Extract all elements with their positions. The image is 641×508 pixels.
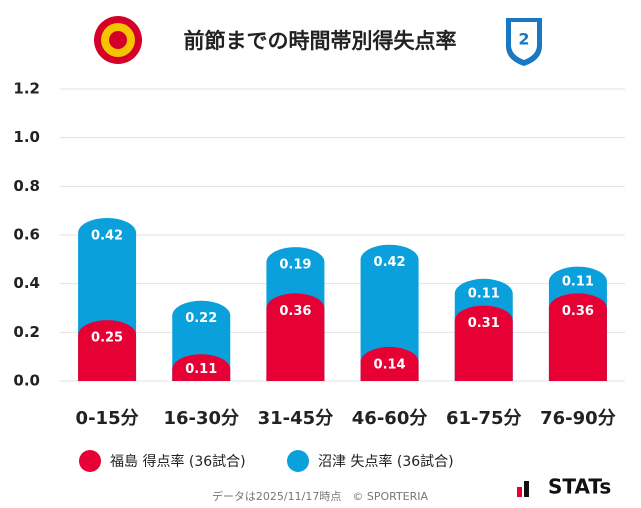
y-tick-label: 0.2 <box>13 323 40 341</box>
data-label: 0.42 <box>91 228 123 243</box>
brand: STATs <box>548 475 611 499</box>
data-label: 0.36 <box>562 304 594 319</box>
y-tick-label: 1.0 <box>13 128 40 146</box>
legend-label: 沼津 失点率 (36試合) <box>318 453 454 470</box>
data-label: 0.36 <box>279 304 311 319</box>
legend-label: 福島 得点率 (36試合) <box>110 453 246 470</box>
x-tick-label: 31-45分 <box>258 408 334 429</box>
x-tick-label: 16-30分 <box>163 408 239 429</box>
bar-segment <box>454 305 513 381</box>
svg-text:2: 2 <box>518 30 529 49</box>
data-label: 0.14 <box>374 357 406 372</box>
bar-segment <box>360 346 419 381</box>
data-label: 0.11 <box>468 287 500 302</box>
y-tick-label: 1.2 <box>13 80 40 98</box>
bar-segment <box>266 293 325 381</box>
x-tick-label: 0-15分 <box>76 408 139 429</box>
brand-logo: STATs <box>517 475 611 499</box>
bar-segment <box>172 354 231 381</box>
legend-swatch <box>79 450 101 472</box>
bar-segment <box>78 320 137 381</box>
data-label: 0.42 <box>374 255 406 270</box>
footer: データは2025/11/17時点 © SPORTERIA <box>212 489 429 503</box>
data-label: 0.31 <box>468 316 500 331</box>
data-label: 0.19 <box>279 258 311 273</box>
home-logo <box>94 16 142 64</box>
y-tick-label: 0.8 <box>13 177 40 195</box>
data-label: 0.22 <box>185 311 217 326</box>
data-label: 0.11 <box>185 362 217 377</box>
y-tick-label: 0.6 <box>13 226 40 244</box>
bar-segment <box>360 244 419 381</box>
away-logo: 2 <box>506 18 542 66</box>
x-tick-label: 61-75分 <box>446 408 522 429</box>
bar-segment <box>548 293 607 381</box>
legend-swatch <box>287 450 309 472</box>
x-tick-label: 46-60分 <box>352 408 428 429</box>
y-tick-label: 0.0 <box>13 372 40 390</box>
x-tick-label: 76-90分 <box>540 408 616 429</box>
data-label: 0.11 <box>562 275 594 290</box>
data-label: 0.25 <box>91 331 123 346</box>
chart-title: 前節までの時間帯別得失点率 <box>184 29 457 53</box>
y-tick-label: 0.4 <box>13 274 40 292</box>
